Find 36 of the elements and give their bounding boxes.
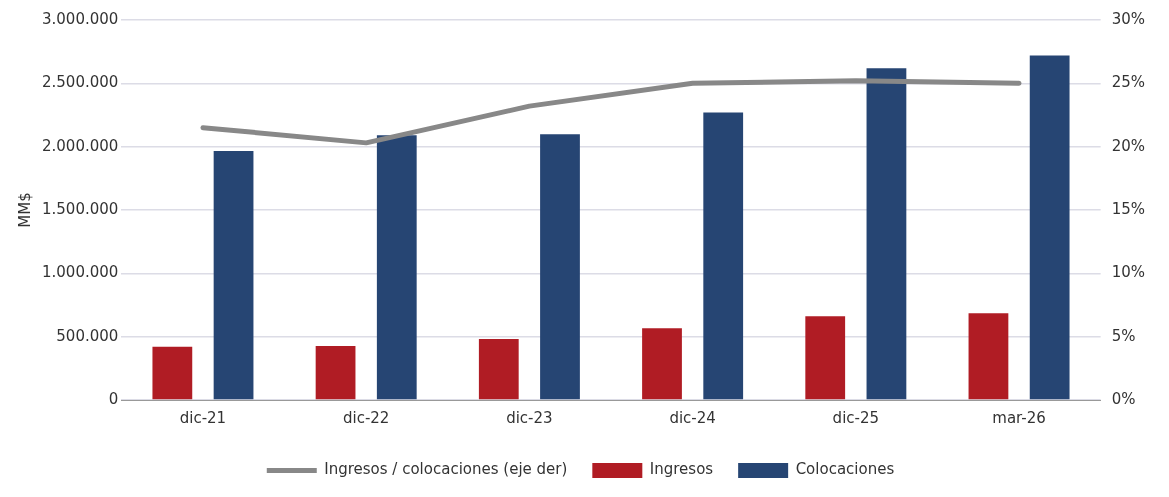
y-axis-title: MM$ xyxy=(15,192,34,228)
y2-tick-label: 20% xyxy=(1111,136,1145,155)
legend-label: Ingresos xyxy=(649,460,714,479)
legend-label: Colocaciones xyxy=(795,460,895,479)
bar xyxy=(642,328,682,400)
bar xyxy=(540,134,580,400)
y-tick-label: 3.000.000 xyxy=(42,9,119,28)
y2-tick-label: 15% xyxy=(1111,199,1145,218)
bar xyxy=(478,338,519,400)
y-tick-label: 500.000 xyxy=(56,326,119,345)
bar xyxy=(376,135,417,400)
legend-label: Ingresos / colocaciones (eje der) xyxy=(324,460,568,479)
bar xyxy=(213,150,254,400)
y-tick-label: 2.500.000 xyxy=(42,73,119,92)
y2-tick-label: 5% xyxy=(1111,326,1136,345)
bar xyxy=(315,345,356,400)
x-tick-label: mar-26 xyxy=(992,408,1046,427)
y-tick-label: 1.000.000 xyxy=(42,263,119,282)
y-tick-label: 1.500.000 xyxy=(42,199,119,218)
bar xyxy=(968,313,1009,400)
x-tick-label: dic-21 xyxy=(179,408,227,427)
y-tick-label: 0 xyxy=(108,389,119,408)
x-tick-label: dic-23 xyxy=(506,408,553,427)
bar xyxy=(152,346,193,400)
y2-tick-label: 30% xyxy=(1111,9,1145,28)
y2-tick-label: 10% xyxy=(1111,263,1145,282)
x-tick-label: dic-22 xyxy=(342,408,390,427)
y2-tick-label: 25% xyxy=(1111,73,1145,92)
bar xyxy=(805,316,846,400)
bar xyxy=(866,68,907,400)
y-tick-label: 2.000.000 xyxy=(42,136,119,155)
x-tick-label: dic-25 xyxy=(832,408,880,427)
y2-tick-label: 0% xyxy=(1111,389,1136,408)
x-tick-label: dic-24 xyxy=(669,408,716,427)
bar xyxy=(1029,55,1070,400)
bar xyxy=(703,112,744,400)
